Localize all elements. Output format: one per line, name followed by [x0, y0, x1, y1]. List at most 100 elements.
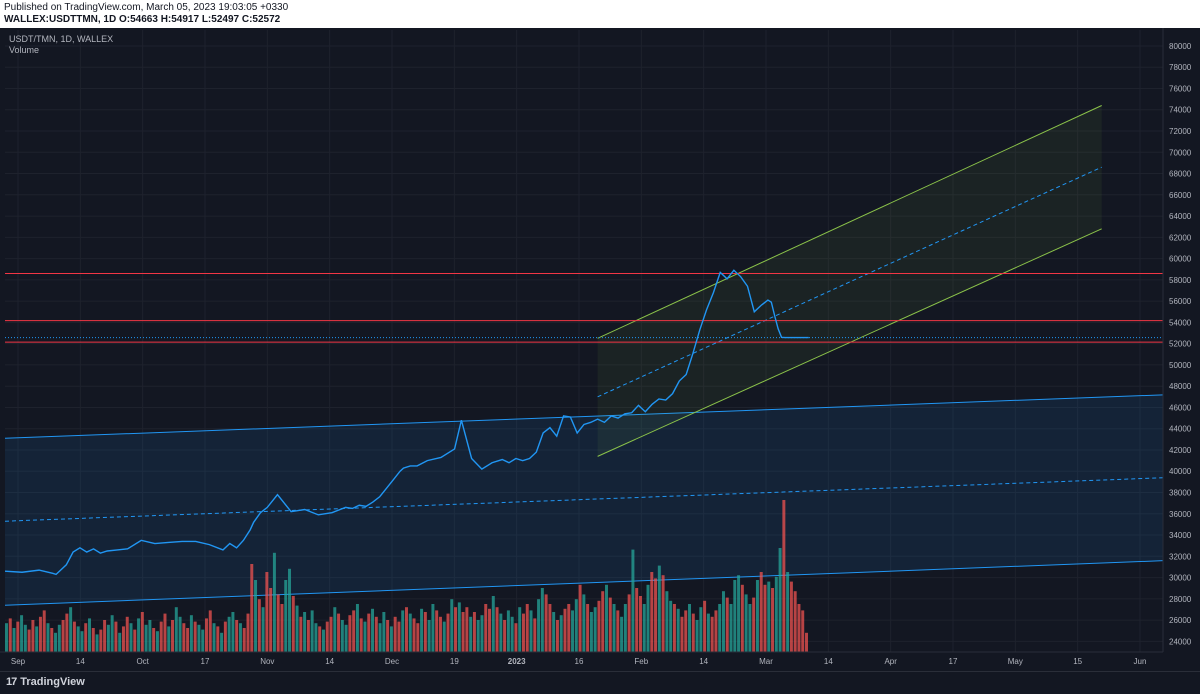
volume-bar	[344, 624, 348, 652]
y-tick-label: 44000	[1169, 425, 1192, 434]
volume-bar	[688, 604, 692, 652]
volume-bar	[235, 620, 239, 652]
volume-bar	[654, 578, 658, 652]
y-tick-label: 52000	[1169, 340, 1192, 349]
x-tick-label: Jun	[1134, 657, 1147, 666]
long-channel-middle	[4, 477, 1167, 522]
volume-bar	[623, 604, 627, 652]
volume-bar	[605, 584, 608, 652]
volume-bar	[337, 613, 341, 652]
y-tick-label: 70000	[1169, 148, 1192, 157]
volume-bar	[159, 621, 163, 652]
long-regression-channel	[4, 394, 1167, 606]
chart-legend: USDT/TMN, 1D, WALLEX Volume	[9, 34, 113, 56]
y-tick-label: 42000	[1169, 446, 1192, 455]
volume-bar	[774, 576, 778, 652]
y-tick-label: 34000	[1169, 531, 1192, 540]
volume-bar	[178, 616, 182, 652]
volume-bar	[555, 620, 559, 652]
y-tick-label: 28000	[1169, 595, 1192, 604]
volume-bar	[348, 615, 352, 652]
volume-bar	[306, 620, 310, 652]
volume-bar	[744, 594, 748, 652]
volume-bar	[27, 629, 31, 652]
volume-bar	[280, 604, 284, 652]
time-axis: Sep 14 Oct 17 Nov 14 Dec 19 2023 16 Feb 14 Mar 14 Apr 1…	[0, 651, 1200, 671]
volume-bar	[616, 610, 620, 652]
volume-bar	[593, 607, 597, 652]
x-tick-label: 14	[699, 657, 708, 666]
tradingview-brand[interactable]: 17 TradingView	[6, 676, 85, 688]
price-series-line	[4, 269, 809, 576]
volume-bar	[382, 612, 386, 652]
volume-bar	[491, 596, 495, 652]
y-tick-label: 58000	[1169, 276, 1192, 285]
volume-bar	[54, 632, 58, 652]
volume-bar	[548, 604, 552, 652]
volume-bar	[114, 621, 118, 652]
y-tick-label: 32000	[1169, 552, 1192, 561]
volume-bar	[703, 600, 707, 652]
short-regression-channel	[597, 105, 1102, 457]
volume-bar	[163, 613, 167, 652]
volume-bar	[35, 626, 39, 652]
x-tick-label: Nov	[260, 657, 274, 666]
volume-bar	[333, 607, 337, 652]
volume-bar	[544, 594, 548, 652]
short-channel-fill	[597, 105, 1102, 457]
volume-bar	[638, 596, 642, 652]
volume-bar	[50, 628, 54, 652]
volume-bar	[137, 618, 141, 652]
volume-bar	[84, 623, 88, 652]
volume-bar	[797, 604, 801, 652]
volume-bar	[299, 616, 303, 652]
volume-bar	[480, 615, 484, 652]
volume-bar	[129, 623, 133, 652]
long-channel-upper	[4, 394, 1167, 439]
volume-bar	[714, 610, 718, 652]
volume-bar	[46, 623, 50, 652]
volume-bar	[42, 610, 46, 652]
x-tick-label: 19	[450, 657, 459, 666]
volume-bar	[91, 628, 95, 652]
volume-bars	[5, 500, 808, 652]
volume-bar	[359, 618, 363, 652]
y-tick-label: 66000	[1169, 191, 1192, 200]
volume-bar	[559, 615, 563, 652]
volume-bar	[710, 616, 714, 652]
volume-bar	[367, 613, 371, 652]
short-channel-upper	[597, 105, 1102, 339]
volume-bar	[140, 612, 144, 652]
volume-bar	[167, 626, 171, 652]
y-tick-label: 36000	[1169, 510, 1192, 519]
volume-bar	[201, 629, 205, 652]
volume-bar	[771, 588, 775, 652]
volume-bar	[537, 599, 541, 652]
y-tick-label: 46000	[1169, 403, 1192, 412]
volume-bar	[291, 596, 295, 652]
volume-bar	[518, 607, 522, 652]
volume-bar	[627, 594, 631, 652]
volume-bar	[65, 613, 69, 652]
volume-bar	[193, 621, 197, 652]
volume-bar	[582, 594, 586, 652]
volume-bar	[182, 623, 186, 652]
y-tick-label: 76000	[1169, 84, 1192, 93]
volume-bar	[476, 620, 480, 652]
y-tick-label: 56000	[1169, 297, 1192, 306]
y-tick-label: 60000	[1169, 255, 1192, 264]
y-tick-label: 62000	[1169, 233, 1192, 242]
volume-bar	[620, 616, 624, 652]
volume-bar	[484, 604, 488, 652]
volume-bar	[525, 604, 529, 652]
time-axis-background	[0, 652, 1200, 671]
volume-bar	[374, 616, 378, 652]
volume-bar	[31, 620, 35, 652]
volume-bar	[284, 580, 288, 652]
price-chart[interactable]: 58594541655214352572 2400026000280003000…	[0, 28, 1200, 671]
volume-bar	[5, 623, 8, 652]
volume-bar	[393, 616, 397, 652]
volume-bar	[208, 610, 212, 652]
volume-bar	[106, 624, 110, 652]
volume-bar	[767, 581, 771, 652]
